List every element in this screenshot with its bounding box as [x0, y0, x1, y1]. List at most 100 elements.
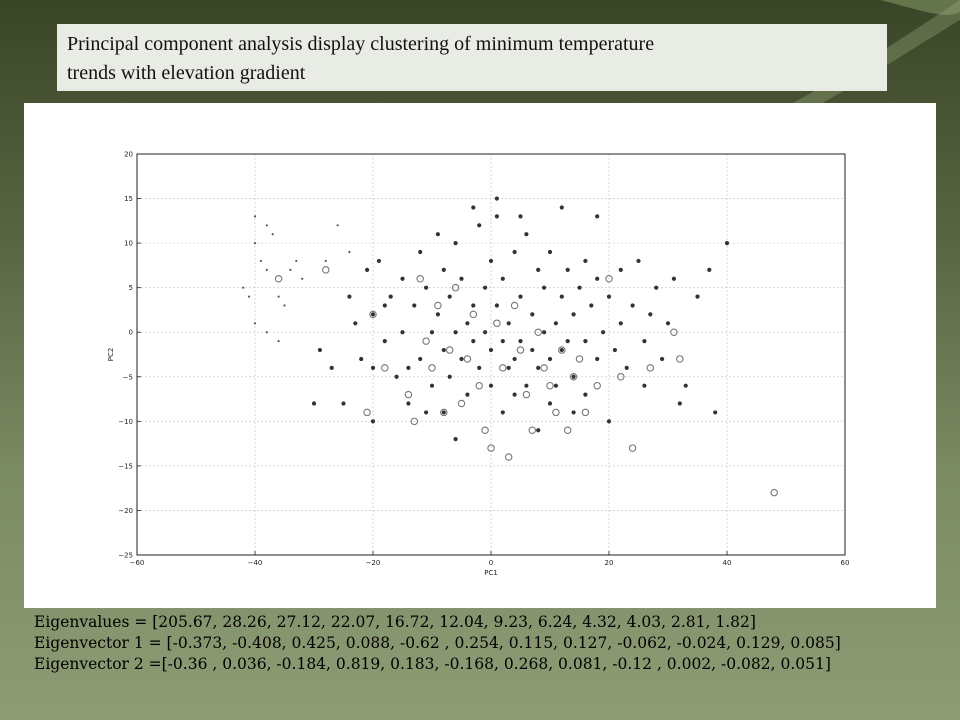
- data-point: [499, 364, 507, 372]
- data-point: [341, 401, 346, 406]
- data-point: [636, 258, 641, 264]
- data-point: [477, 223, 482, 228]
- data-point: [624, 365, 629, 370]
- data-point: [518, 294, 523, 299]
- data-point: [445, 346, 454, 354]
- y-tick-label: 20: [124, 151, 133, 159]
- x-tick-label: −40: [248, 559, 263, 567]
- pca-scatter-panel: −60 −40 −20 0 20 40 60 −25 −20 −15 −10 −5 0 5 10 15 20 PC…: [24, 103, 936, 608]
- data-point: [459, 276, 464, 281]
- data-point: [459, 356, 464, 362]
- data-point: [406, 365, 411, 370]
- data-point: [382, 303, 387, 308]
- data-point: [676, 355, 684, 363]
- data-point: [410, 417, 419, 426]
- data-point: [542, 285, 547, 290]
- data-point: [494, 303, 499, 308]
- data-point: [283, 304, 286, 307]
- x-tick-label: 0: [489, 559, 493, 567]
- data-point: [494, 214, 499, 219]
- data-point: [406, 401, 411, 406]
- data-point: [660, 356, 665, 362]
- data-point: [500, 339, 505, 344]
- slide-title-line-2: trends with elevation gradient: [67, 62, 306, 84]
- data-point: [536, 428, 541, 433]
- data-point: [642, 339, 647, 344]
- data-point: [369, 310, 377, 319]
- data-point: [348, 250, 351, 254]
- data-point: [642, 383, 647, 388]
- data-point: [412, 303, 417, 308]
- data-point: [524, 232, 529, 237]
- data-point: [512, 356, 517, 362]
- y-tick-label: 15: [124, 195, 133, 203]
- x-tick-label: 40: [723, 559, 732, 567]
- data-point: [271, 233, 274, 236]
- y-tick-label: −25: [118, 552, 133, 560]
- data-point: [441, 410, 446, 415]
- data-point: [253, 322, 257, 325]
- data-point: [571, 410, 576, 415]
- data-point: [575, 355, 584, 363]
- data-point: [534, 328, 542, 336]
- data-point: [595, 356, 600, 362]
- data-point: [359, 356, 364, 362]
- data-point: [524, 383, 529, 388]
- data-point: [546, 381, 554, 390]
- data-point: [311, 401, 317, 406]
- pca-scatter-chart: −60 −40 −20 0 20 40 60 −25 −20 −15 −10 −5 0 5 10 15 20 PC…: [107, 151, 849, 578]
- data-point: [447, 374, 452, 379]
- data-point: [435, 312, 440, 317]
- data-point: [547, 249, 553, 255]
- y-tick-label: −5: [123, 373, 133, 381]
- data-point: [683, 383, 688, 388]
- data-point: [416, 275, 424, 283]
- data-point: [289, 268, 292, 271]
- data-point: [565, 267, 570, 272]
- data-point: [528, 426, 537, 434]
- data-point: [536, 267, 541, 272]
- data-point: [394, 374, 399, 379]
- data-point: [265, 268, 268, 271]
- data-point: [553, 383, 559, 388]
- data-point: [707, 267, 712, 272]
- data-point: [404, 390, 413, 399]
- x-tick-label: 20: [605, 559, 614, 567]
- data-point: [422, 337, 430, 345]
- data-point: [506, 321, 511, 326]
- data-point: [724, 241, 730, 246]
- data-point: [488, 347, 494, 353]
- data-point: [547, 401, 553, 406]
- data-point: [542, 330, 547, 335]
- data-point: [595, 214, 600, 219]
- data-point: [547, 356, 553, 362]
- data-point: [295, 259, 298, 263]
- data-point: [428, 364, 436, 372]
- data-point: [242, 286, 245, 289]
- data-point: [370, 365, 376, 370]
- data-point: [435, 232, 440, 237]
- data-point: [363, 408, 371, 417]
- data-point: [447, 294, 452, 299]
- data-point: [654, 285, 659, 290]
- data-point: [493, 319, 501, 328]
- data-point: [265, 331, 268, 334]
- data-point: [494, 196, 499, 201]
- data-point: [500, 276, 505, 281]
- data-point: [595, 276, 600, 281]
- data-point: [518, 214, 523, 219]
- data-point: [558, 346, 566, 354]
- y-tick-label: −10: [118, 418, 133, 426]
- data-point: [648, 312, 653, 317]
- data-point: [465, 321, 470, 326]
- eigen-caption: Eigenvalues = [205.67, 28.26, 27.12, 22.…: [34, 612, 934, 675]
- data-point: [713, 410, 718, 415]
- x-tick-label: −20: [366, 559, 381, 567]
- data-point: [488, 258, 494, 264]
- data-point: [477, 365, 482, 370]
- data-point: [522, 390, 531, 399]
- y-tick-label: −15: [118, 462, 133, 470]
- data-point: [381, 364, 389, 372]
- data-point: [583, 392, 588, 397]
- background-swoosh: [760, 0, 960, 120]
